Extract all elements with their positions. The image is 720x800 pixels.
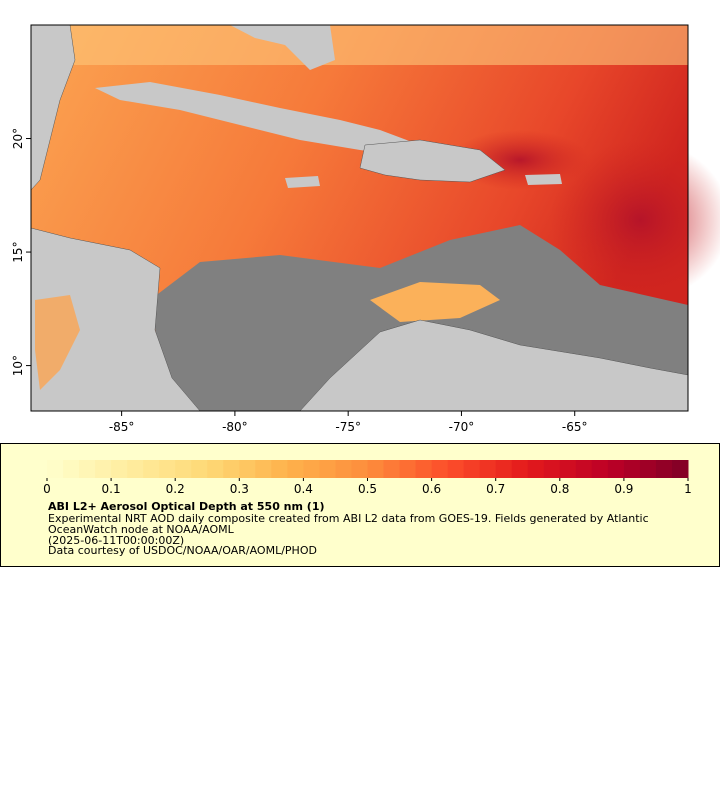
map-frame bbox=[30, 24, 689, 412]
colorbar-tick-label: 0.1 bbox=[102, 482, 121, 496]
land-puerto-rico bbox=[525, 174, 562, 185]
x-tick-label: -65° bbox=[562, 420, 588, 434]
colorbar-cell bbox=[111, 460, 128, 478]
colorbar-cell bbox=[335, 460, 352, 478]
colorbar-cell bbox=[159, 460, 176, 478]
colorbar-cell bbox=[607, 460, 625, 478]
colorbar-cell bbox=[447, 460, 465, 478]
colorbar-cell bbox=[127, 460, 144, 478]
colorbar-cell bbox=[95, 460, 112, 478]
legend-line: Data courtesy of USDOC/NOAA/OAR/AOML/PHO… bbox=[48, 544, 317, 557]
colorbar-cell bbox=[239, 460, 256, 478]
colorbar-cell bbox=[559, 460, 577, 478]
colorbar-cell bbox=[511, 460, 529, 478]
colorbar-cell bbox=[671, 460, 689, 478]
colorbar-cell bbox=[479, 460, 497, 478]
colorbar-cell bbox=[287, 460, 304, 478]
colorbar-tick-label: 0.7 bbox=[486, 482, 505, 496]
aerosol-patch bbox=[370, 282, 500, 322]
colorbar-cell bbox=[655, 460, 673, 478]
colorbar-cell bbox=[575, 460, 593, 478]
land-florida bbox=[230, 25, 335, 70]
map bbox=[30, 24, 720, 412]
colorbar-cell bbox=[415, 460, 433, 478]
colorbar-cell bbox=[255, 460, 272, 478]
y-tick-label: 15° bbox=[11, 241, 25, 262]
colorbar-tick-label: 0.5 bbox=[358, 482, 377, 496]
x-tick-label: -75° bbox=[335, 420, 361, 434]
colorbar-cell bbox=[207, 460, 224, 478]
colorbar-cell bbox=[79, 460, 96, 478]
x-tick-label: -70° bbox=[449, 420, 475, 434]
colorbar-cell bbox=[639, 460, 657, 478]
colorbar-tick-label: 0 bbox=[43, 482, 51, 496]
colorbar-cell bbox=[351, 460, 368, 478]
colorbar-tick-label: 0.8 bbox=[550, 482, 569, 496]
colorbar-tick-label: 0.6 bbox=[422, 482, 441, 496]
colorbar-tick-label: 1 bbox=[684, 482, 692, 496]
colorbar-cell bbox=[591, 460, 609, 478]
y-tick-label: 20° bbox=[11, 128, 25, 149]
colorbar-cell bbox=[543, 460, 561, 478]
colorbar-cell bbox=[271, 460, 288, 478]
colorbar-cell bbox=[303, 460, 320, 478]
legend-line: OceanWatch node at NOAA/AOML bbox=[48, 523, 235, 536]
axes: -85° -80° -75° -70° -65° 10° 15° 20° bbox=[11, 128, 588, 434]
colorbar-tick-label: 0.3 bbox=[230, 482, 249, 496]
legend-line: Experimental NRT AOD daily composite cre… bbox=[48, 512, 649, 525]
colorbar-cell bbox=[223, 460, 240, 478]
x-tick-label: -85° bbox=[109, 420, 135, 434]
colorbar-tick-label: 0.2 bbox=[166, 482, 185, 496]
land-jamaica bbox=[285, 176, 320, 188]
colorbar-cell bbox=[431, 460, 449, 478]
colorbar-cell bbox=[175, 460, 192, 478]
colorbar-cell bbox=[463, 460, 481, 478]
colorbar-cell bbox=[191, 460, 208, 478]
y-tick-label: 10° bbox=[11, 355, 25, 376]
legend-title: ABI L2+ Aerosol Optical Depth at 550 nm … bbox=[48, 500, 325, 513]
x-tick-label: -80° bbox=[222, 420, 248, 434]
aerosol-patch bbox=[35, 295, 80, 390]
colorbar-cell bbox=[319, 460, 336, 478]
colorbar: 0 0.1 0.2 0.3 0.4 0.5 0.6 0.7 0.8 0.9 1 bbox=[43, 460, 692, 496]
colorbar-cell bbox=[383, 460, 401, 478]
colorbar-tick-label: 0.4 bbox=[294, 482, 313, 496]
colorbar-cell bbox=[495, 460, 513, 478]
aerosol-hotspot bbox=[550, 140, 720, 300]
colorbar-cell bbox=[367, 460, 385, 478]
colorbar-cell bbox=[399, 460, 417, 478]
colorbar-cell bbox=[623, 460, 641, 478]
land-hispaniola bbox=[359, 139, 506, 183]
legend-line: (2025-06-11T00:00:00Z) bbox=[48, 534, 184, 547]
colorbar-cell bbox=[527, 460, 545, 478]
aerosol-field bbox=[31, 25, 688, 65]
colorbar-cell bbox=[63, 460, 80, 478]
colorbar-tick-label: 0.9 bbox=[614, 482, 633, 496]
colorbar-cell bbox=[47, 460, 64, 478]
colorbar-cell bbox=[143, 460, 160, 478]
land-cuba bbox=[95, 82, 420, 158]
land-yucatan bbox=[30, 24, 76, 191]
